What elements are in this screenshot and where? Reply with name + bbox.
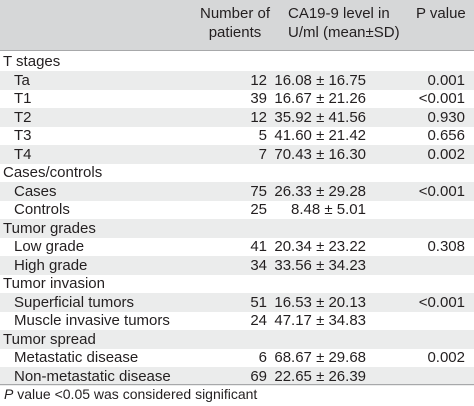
cell-number-of-patients: 25	[250, 201, 267, 218]
footnote-text: value <0.05 was considered significant	[13, 386, 258, 402]
table-row: Low grade 41 20.34 ± 23.22 0.308	[0, 237, 474, 256]
header-number-of-patients: Number of patients	[190, 4, 280, 42]
cell-ca19-9-level: 68.67 ± 29.68	[274, 349, 366, 366]
table-row: Muscle invasive tumors 24 47.17 ± 34.83	[0, 311, 474, 330]
row-label: T3	[14, 127, 32, 144]
cell-number-of-patients: 51	[250, 293, 267, 311]
cell-p-value: 0.002	[427, 145, 465, 163]
cell-number-of-patients: 75	[250, 182, 267, 200]
row-label: T1	[14, 90, 32, 107]
table-bottom-rule	[0, 384, 474, 385]
cell-p-value: 0.656	[427, 127, 465, 144]
table-row: T4 7 70.43 ± 16.30 0.002	[0, 144, 474, 164]
cell-number-of-patients: 41	[250, 238, 267, 255]
table-header: Number of patients CA19-9 level in U/ml …	[0, 0, 474, 50]
section-label: Tumor spread	[3, 330, 96, 348]
row-label: High grade	[14, 256, 88, 274]
cell-ca19-9-level: 8.48 ± 5.01	[291, 201, 366, 218]
row-label: T4	[14, 145, 32, 163]
header-divider	[0, 50, 474, 51]
row-label: Ta	[14, 71, 30, 89]
cell-ca19-9-level: 41.60 ± 21.42	[274, 127, 366, 144]
cell-number-of-patients: 7	[258, 145, 267, 163]
table-row: Superficial tumors 51 16.53 ± 20.13 <0.001	[0, 292, 474, 312]
table-row: Non-metastatic disease 69 22.65 ± 26.39	[0, 366, 474, 386]
table-row: Ta 12 16.08 ± 16.75 0.001	[0, 70, 474, 90]
table-footnote: P value <0.05 was considered significant	[4, 385, 257, 403]
cell-ca19-9-level: 47.17 ± 34.83	[274, 312, 366, 329]
cell-number-of-patients: 34	[250, 256, 267, 274]
row-label: Cases	[14, 182, 57, 200]
section-label: T stages	[3, 53, 61, 70]
cell-p-value: 0.930	[427, 108, 465, 126]
section-label: Cases/controls	[3, 164, 103, 181]
header-number-line2: patients	[208, 24, 262, 41]
header-ca-line2: U/ml (mean±SD)	[288, 24, 400, 41]
table-row: Cases 75 26.33 ± 29.28 <0.001	[0, 181, 474, 201]
section-header-row: Tumor spread	[0, 329, 474, 349]
header-number-line1: Number of	[199, 5, 271, 22]
cell-ca19-9-level: 20.34 ± 23.22	[274, 238, 366, 255]
row-label: T2	[14, 108, 32, 126]
table-row: T3 5 41.60 ± 21.42 0.656	[0, 126, 474, 145]
row-label: Low grade	[14, 238, 85, 255]
cell-p-value: 0.308	[427, 238, 465, 255]
row-label: Muscle invasive tumors	[14, 312, 170, 329]
table-row: High grade 34 33.56 ± 34.23	[0, 255, 474, 275]
row-label: Metastatic disease	[14, 349, 139, 366]
cell-ca19-9-level: 26.33 ± 29.28	[274, 182, 366, 200]
cell-p-value: 0.001	[427, 71, 465, 89]
header-ca19-9-level: CA19-9 level in U/ml (mean±SD)	[288, 4, 400, 42]
cell-number-of-patients: 5	[258, 127, 267, 144]
table-row: Metastatic disease 6 68.67 ± 29.68 0.002	[0, 348, 474, 367]
row-label: Superficial tumors	[14, 293, 135, 311]
cell-p-value: <0.001	[418, 293, 465, 311]
section-header-row: Tumor invasion	[0, 274, 474, 293]
table-row: T2 12 35.92 ± 41.56 0.930	[0, 107, 474, 127]
section-header-row: T stages	[0, 52, 474, 71]
cell-number-of-patients: 39	[250, 90, 267, 107]
cell-ca19-9-level: 70.43 ± 16.30	[274, 145, 366, 163]
cell-number-of-patients: 6	[258, 349, 267, 366]
cell-number-of-patients: 12	[250, 108, 267, 126]
row-label: Controls	[14, 201, 70, 218]
section-header-row: Cases/controls	[0, 163, 474, 182]
cell-ca19-9-level: 16.67 ± 21.26	[274, 90, 366, 107]
footnote-p-italic: P	[4, 386, 14, 402]
header-ca-line1: CA19-9 level in	[288, 5, 390, 22]
cell-number-of-patients: 24	[250, 312, 267, 329]
cell-p-value: 0.002	[427, 349, 465, 366]
cell-ca19-9-level: 22.65 ± 26.39	[274, 367, 366, 385]
cell-p-value: <0.001	[418, 90, 465, 107]
section-label: Tumor invasion	[3, 275, 105, 292]
cell-ca19-9-level: 33.56 ± 34.23	[274, 256, 366, 274]
cell-ca19-9-level: 16.53 ± 20.13	[274, 293, 366, 311]
cell-p-value: <0.001	[418, 182, 465, 200]
table-row: Controls 25 8.48 ± 5.01	[0, 200, 474, 219]
table-row: T1 39 16.67 ± 21.26 <0.001	[0, 89, 474, 108]
section-label: Tumor grades	[3, 219, 96, 237]
cell-ca19-9-level: 16.08 ± 16.75	[274, 71, 366, 89]
cell-number-of-patients: 69	[250, 367, 267, 385]
header-p-value: P value	[416, 5, 466, 22]
cell-number-of-patients: 12	[250, 71, 267, 89]
cell-ca19-9-level: 35.92 ± 41.56	[274, 108, 366, 126]
row-label: Non-metastatic disease	[14, 367, 171, 385]
section-header-row: Tumor grades	[0, 218, 474, 238]
